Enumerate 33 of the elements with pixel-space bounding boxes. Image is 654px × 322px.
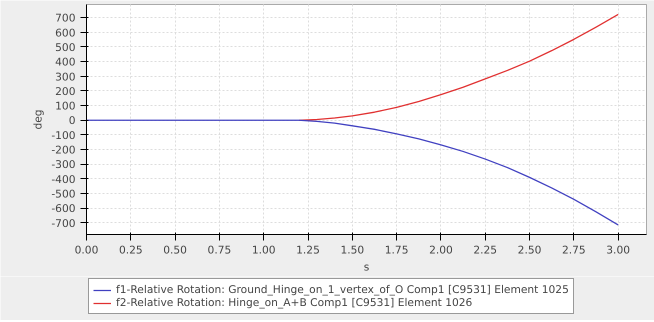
x-tick-label: 2.00 (429, 244, 454, 256)
x-tick-label: 0.25 (118, 244, 143, 256)
y-tick-label: -100 (51, 128, 76, 142)
y-tick-label: 400 (55, 56, 76, 69)
y-tick-label: -600 (51, 202, 76, 216)
x-tick-label: 2.75 (562, 244, 586, 256)
y-tick-label: 500 (55, 40, 76, 54)
x-tick-label: 0.00 (74, 244, 99, 256)
x-axis-title: s (364, 260, 370, 274)
y-tick-label: 200 (55, 84, 76, 98)
y-tick-label: -700 (51, 216, 76, 230)
x-tick-label: 1.50 (340, 244, 364, 256)
x-tick-label: 1.25 (296, 244, 320, 256)
x-tick-label: 0.75 (208, 244, 232, 256)
y-tick-label: -200 (51, 144, 76, 157)
y-tick-label: 700 (55, 12, 76, 25)
x-tick-label: 2.25 (473, 244, 498, 256)
y-tick-label: -400 (51, 172, 76, 186)
legend-label: f2-Relative Rotation: Hinge_on_A+B Comp1 [C9531] Element 1026 (116, 296, 472, 309)
legend-label: f1-Relative Rotation: Ground_Hinge_on_1_vertex_of_O Comp1 [C9531] Element 1025 (116, 283, 569, 296)
x-tick-label: 1.00 (252, 244, 276, 256)
y-tick-label: 0 (68, 114, 76, 128)
y-axis-title: deg (31, 109, 44, 130)
y-tick-label: 300 (55, 70, 76, 84)
x-tick-label: 3.00 (606, 244, 630, 256)
x-tick-label: 2.50 (518, 244, 542, 256)
y-tick-label: 600 (55, 26, 76, 40)
y-tick-label: -500 (51, 187, 76, 200)
line-series (86, 120, 619, 226)
y-tick-label: -300 (51, 158, 76, 172)
y-tick-label: 100 (55, 100, 76, 113)
x-tick-label: 1.75 (384, 244, 408, 256)
x-tick-label: 0.50 (163, 244, 188, 256)
